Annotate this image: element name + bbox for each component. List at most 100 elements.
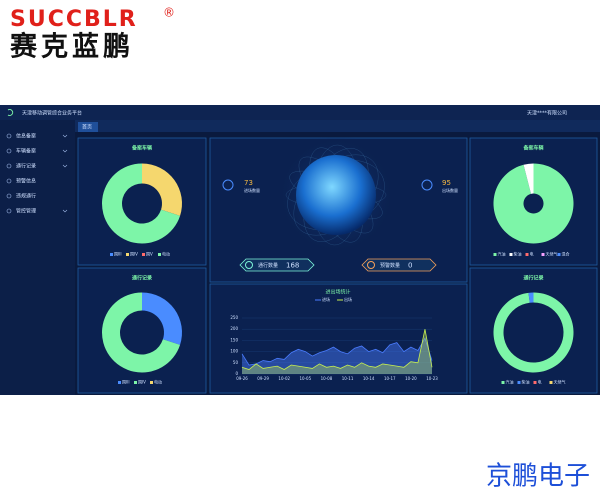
- y-tick-label: 200: [230, 326, 238, 331]
- stat-button[interactable]: [239, 258, 315, 272]
- legend-label: 国IV: [130, 251, 138, 257]
- menu-item[interactable]: 信息备案: [16, 133, 36, 140]
- brand-cn: 赛克蓝鹏: [9, 31, 134, 63]
- tab[interactable]: [78, 122, 98, 132]
- menu-arrow: [62, 134, 68, 138]
- legend-swatch: [110, 253, 113, 256]
- globe: [296, 155, 376, 235]
- panel: [77, 137, 207, 266]
- legend-label: 国IV: [138, 379, 146, 385]
- tab-label[interactable]: 首页: [82, 124, 92, 131]
- y-tick-label: 150: [230, 337, 238, 342]
- stat-button-value[interactable]: 168: [286, 262, 299, 270]
- stat-button-label[interactable]: 通行数量: [258, 262, 278, 269]
- donut-slice: [102, 163, 181, 244]
- x-tick-label: 10-05: [300, 376, 312, 381]
- y-tick-label: 250: [230, 315, 238, 320]
- legend-swatch: [493, 253, 497, 256]
- stat-icon: [421, 179, 433, 191]
- menu-icon: [6, 178, 12, 184]
- legend-swatch: [509, 253, 513, 256]
- stat-icon: [222, 179, 234, 191]
- stat-value: 95: [442, 179, 451, 187]
- y-tick-label: 0: [235, 371, 238, 376]
- menu-item[interactable]: 违规通行: [16, 193, 36, 200]
- stat-button-label[interactable]: 预警数量: [380, 262, 400, 269]
- legend-swatch: [557, 253, 561, 256]
- donut-slice: [102, 292, 181, 373]
- panel-title: 备案车辆: [131, 145, 152, 152]
- x-tick-label: 09-26: [236, 376, 248, 381]
- legend-swatch: [541, 253, 545, 256]
- menu-icon: [6, 208, 12, 214]
- legend-label: 天然气: [546, 251, 558, 257]
- x-tick-label: 10-11: [342, 376, 354, 381]
- line: [241, 337, 433, 366]
- app-title: 天津移动调管综合业务平台: [22, 110, 82, 117]
- panel: [209, 283, 468, 394]
- x-tick-label: 09-29: [257, 376, 269, 381]
- menu-icon: [6, 133, 12, 139]
- donut-slice: [523, 163, 534, 194]
- x-tick-label: 10-02: [278, 376, 290, 381]
- panels: 备案车辆国III 国IV 国V 电动通行记录国III 国IV 电动备案车辆汽油 柴油电天然气…: [77, 135, 598, 394]
- menu-arrow: [62, 164, 68, 168]
- donut-slice: [142, 292, 182, 345]
- x-tick-label: 10-14: [363, 376, 375, 381]
- legend-label: 国III: [114, 251, 122, 257]
- legend-swatch: [501, 381, 505, 384]
- legend-swatch: [525, 253, 529, 256]
- stat-label: 出场数量: [442, 187, 458, 193]
- menu-arrow: [62, 149, 68, 153]
- legend-swatch: [142, 253, 145, 256]
- legend-label: 国III: [122, 379, 130, 385]
- menu-arrow: [62, 209, 68, 213]
- legend-swatch: [533, 381, 537, 384]
- menu-item[interactable]: 管控管理: [16, 208, 36, 215]
- legend-label: 天然气: [554, 379, 566, 385]
- legend-label: 电动: [162, 251, 170, 257]
- legend-label: 电动: [154, 379, 162, 385]
- chart-title: 进出场统计: [325, 289, 350, 296]
- legend-label: 进场: [322, 296, 330, 302]
- y-tick-label: 100: [230, 349, 238, 354]
- legend-label: 电: [538, 379, 542, 385]
- top-bar: [0, 105, 600, 120]
- menu-item[interactable]: 预警信息: [16, 178, 36, 185]
- y-tick-label: 50: [233, 360, 239, 365]
- stat-button-value[interactable]: 0: [408, 262, 412, 270]
- panel: [469, 267, 598, 394]
- legend-label: 混合: [562, 251, 570, 257]
- stat-value: 73: [244, 179, 253, 187]
- line: [241, 329, 433, 370]
- menu-item[interactable]: 通行记录: [16, 163, 36, 170]
- menu-icon: [6, 193, 12, 199]
- stat-button-icon: [245, 261, 253, 269]
- legend-swatch: [517, 381, 521, 384]
- company[interactable]: 天津****有限公司: [527, 110, 567, 117]
- registered: ®: [163, 6, 175, 20]
- stat-button[interactable]: [361, 258, 437, 272]
- legend-label: 汽油: [506, 379, 514, 385]
- x-tick-label: 10-08: [321, 376, 333, 381]
- area: [242, 329, 432, 374]
- menu-icon: [6, 163, 12, 169]
- donut-slice: [142, 163, 182, 216]
- panel-title: 备案车辆: [522, 145, 543, 152]
- menu-item[interactable]: 车辆备案: [16, 148, 36, 155]
- stat-button-icon: [367, 261, 375, 269]
- legend-swatch: [549, 381, 553, 384]
- panel-title: 通行记录: [132, 275, 152, 282]
- panel-title: 通行记录: [523, 275, 543, 282]
- brand: SUCCBLR: [10, 7, 138, 32]
- legend-label: 汽油: [498, 251, 506, 257]
- app-logo: [7, 109, 14, 116]
- panel: [469, 137, 598, 266]
- menu-icon: [6, 148, 12, 154]
- legend-label: 出场: [344, 296, 352, 302]
- legend-label: 电: [530, 251, 534, 257]
- donut-slice: [528, 292, 534, 303]
- tab-bar: [0, 120, 600, 132]
